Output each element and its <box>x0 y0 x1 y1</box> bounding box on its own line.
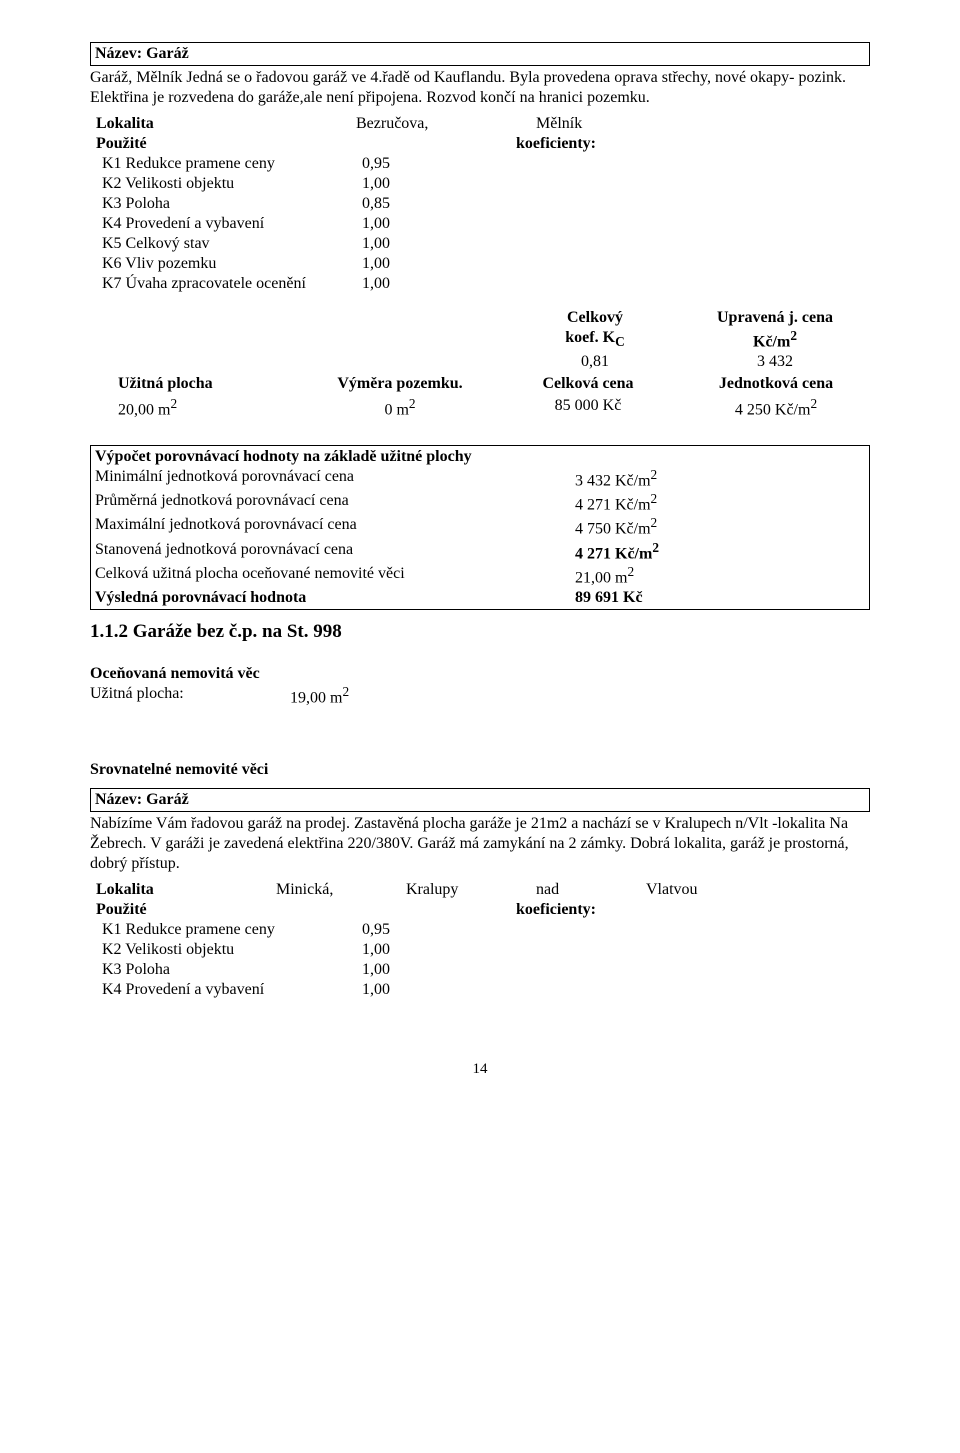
four-col-values: 20,00 m2 0 m2 85 000 Kč 4 250 Kč/m2 <box>90 396 870 420</box>
k-row: K4 Provedení a vybavení1,00 <box>90 980 870 1000</box>
k-row: K2 Velikosti objektu1,00 <box>90 174 870 194</box>
calc-row: Minimální jednotková porovnávací cena3 4… <box>95 467 865 491</box>
title-value: Garáž <box>146 791 189 808</box>
card1-used-row: Použité koeficienty: <box>90 134 870 154</box>
used-value: koeficienty: <box>516 134 864 154</box>
title-box-2: Název: Garáž <box>90 788 870 812</box>
coef-header: Celkový Upravená j. cena <box>90 308 870 328</box>
calc-box: Výpočet porovnávací hodnoty na základě u… <box>90 445 870 611</box>
calc-row: Maximální jednotková porovnávací cena4 7… <box>95 515 865 539</box>
card2-used-row: Použité koeficienty: <box>90 900 870 920</box>
card2-description: Nabízíme Vám řadovou garáž na prodej. Za… <box>90 814 870 874</box>
comparable-heading: Srovnatelné nemovité věci <box>90 760 870 780</box>
coef-v2: 3 432 <box>680 352 870 372</box>
card1-locality-row: Lokalita Bezručova, Mělník <box>90 114 870 134</box>
coef-h2a: Upravená j. cena <box>680 308 870 328</box>
calc-row: Průměrná jednotková porovnávací cena4 27… <box>95 491 865 515</box>
k-row: K1 Redukce pramene ceny0,95 <box>90 154 870 174</box>
coef-h1a: Celkový <box>510 308 680 328</box>
title-value: Garáž <box>146 45 189 62</box>
k-row: K3 Poloha0,85 <box>90 194 870 214</box>
calc-row: Výsledná porovnávací hodnota89 691 Kč <box>95 588 865 608</box>
card2-locality-row: Lokalita Minická, Kralupy nad Vlatvou <box>90 880 870 900</box>
title-label: Název: <box>95 791 142 808</box>
k-row: K1 Redukce pramene ceny0,95 <box>90 920 870 940</box>
k-row: K4 Provedení a vybavení1,00 <box>90 214 870 234</box>
card1-description: Garáž, Mělník Jedná se o řadovou garáž v… <box>90 68 870 108</box>
title-label: Název: <box>95 45 142 62</box>
valued-row: Užitná plocha: 19,00 m2 <box>90 684 870 708</box>
coef-h1b: koef. KC <box>510 328 680 352</box>
calc-row: Stanovená jednotková porovnávací cena4 2… <box>95 540 865 564</box>
k-row: K3 Poloha1,00 <box>90 960 870 980</box>
locality-v2: Mělník <box>536 114 636 134</box>
locality-v1: Bezručova, <box>356 114 536 134</box>
locality-label: Lokalita <box>96 114 356 134</box>
k-row: K2 Velikosti objektu1,00 <box>90 940 870 960</box>
page-number: 14 <box>90 1060 870 1079</box>
section-heading: 1.1.2 Garáže bez č.p. na St. 998 <box>90 620 870 644</box>
coef-v1: 0,81 <box>510 352 680 372</box>
valued-title: Oceňovaná nemovitá věc <box>90 664 870 684</box>
title-box-1: Název: Garáž <box>90 42 870 66</box>
k-row: K6 Vliv pozemku1,00 <box>90 254 870 274</box>
four-col-header: Užitná plocha Výměra pozemku. Celková ce… <box>90 374 870 394</box>
calc-title: Výpočet porovnávací hodnoty na základě u… <box>95 447 865 467</box>
used-label: Použité <box>96 134 516 154</box>
k-row: K7 Úvaha zpracovatele ocenění1,00 <box>90 274 870 294</box>
coef-header-2: koef. KC Kč/m2 <box>90 328 870 352</box>
coef-h2b: Kč/m2 <box>680 328 870 352</box>
k-row: K5 Celkový stav1,00 <box>90 234 870 254</box>
calc-row: Celková užitná plocha oceňované nemovité… <box>95 564 865 588</box>
coef-values: 0,81 3 432 <box>90 352 870 372</box>
